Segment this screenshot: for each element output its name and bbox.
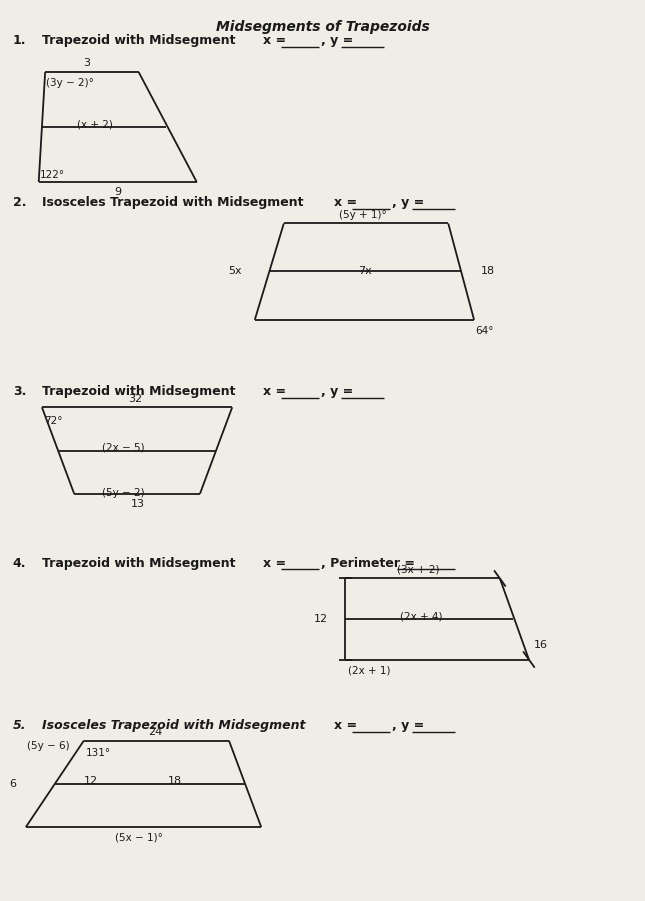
Text: , Perimeter =: , Perimeter = — [321, 557, 415, 569]
Text: (2x + 4): (2x + 4) — [400, 611, 442, 622]
Text: (5x − 1)°: (5x − 1)° — [115, 833, 163, 842]
Text: (5y − 2): (5y − 2) — [102, 488, 144, 498]
Text: Midsegments of Trapezoids: Midsegments of Trapezoids — [215, 20, 430, 34]
Text: 7x: 7x — [358, 266, 372, 277]
Text: x =: x = — [263, 34, 286, 47]
Text: 3.: 3. — [13, 386, 26, 398]
Text: , y =: , y = — [321, 386, 353, 398]
Text: (2x + 1): (2x + 1) — [348, 666, 391, 676]
Text: 16: 16 — [534, 640, 548, 651]
Text: x =: x = — [334, 196, 357, 209]
Text: 12: 12 — [84, 776, 98, 787]
Text: (3y − 2)°: (3y − 2)° — [46, 77, 94, 88]
Text: , y =: , y = — [392, 196, 424, 209]
Text: 64°: 64° — [475, 326, 494, 336]
Text: Trapezoid with Midsegment: Trapezoid with Midsegment — [42, 34, 240, 47]
Text: 6: 6 — [9, 778, 16, 789]
Text: Trapezoid with Midsegment: Trapezoid with Midsegment — [42, 557, 240, 569]
Text: (2x − 5): (2x − 5) — [102, 442, 144, 453]
Text: 24: 24 — [148, 727, 162, 737]
Text: x =: x = — [263, 557, 286, 569]
Text: (x + 2): (x + 2) — [77, 119, 114, 130]
Text: 18: 18 — [481, 266, 495, 277]
Text: (5y − 6): (5y − 6) — [27, 741, 70, 751]
Text: 18: 18 — [168, 776, 182, 787]
Text: 9: 9 — [114, 187, 122, 196]
Text: x =: x = — [334, 719, 357, 732]
Text: 13: 13 — [130, 499, 144, 509]
Text: , y =: , y = — [392, 719, 424, 732]
Text: 32: 32 — [128, 394, 143, 404]
Text: 5x: 5x — [228, 266, 242, 277]
Text: 1.: 1. — [13, 34, 26, 47]
Text: Isosceles Trapezoid with Midsegment: Isosceles Trapezoid with Midsegment — [42, 719, 310, 732]
Text: 131°: 131° — [86, 748, 111, 758]
Text: x =: x = — [263, 386, 286, 398]
Text: (5y + 1)°: (5y + 1)° — [339, 210, 386, 220]
Text: 5.: 5. — [13, 719, 26, 732]
Text: Trapezoid with Midsegment: Trapezoid with Midsegment — [42, 386, 240, 398]
Text: , y =: , y = — [321, 34, 353, 47]
Text: 3: 3 — [84, 59, 90, 68]
Text: Isosceles Trapezoid with Midsegment: Isosceles Trapezoid with Midsegment — [42, 196, 308, 209]
Text: (3x + 2): (3x + 2) — [397, 565, 439, 575]
Text: 72°: 72° — [44, 416, 63, 426]
Text: 122°: 122° — [40, 169, 65, 180]
Text: 2.: 2. — [13, 196, 26, 209]
Text: 12: 12 — [313, 614, 328, 624]
Text: 4.: 4. — [13, 557, 26, 569]
